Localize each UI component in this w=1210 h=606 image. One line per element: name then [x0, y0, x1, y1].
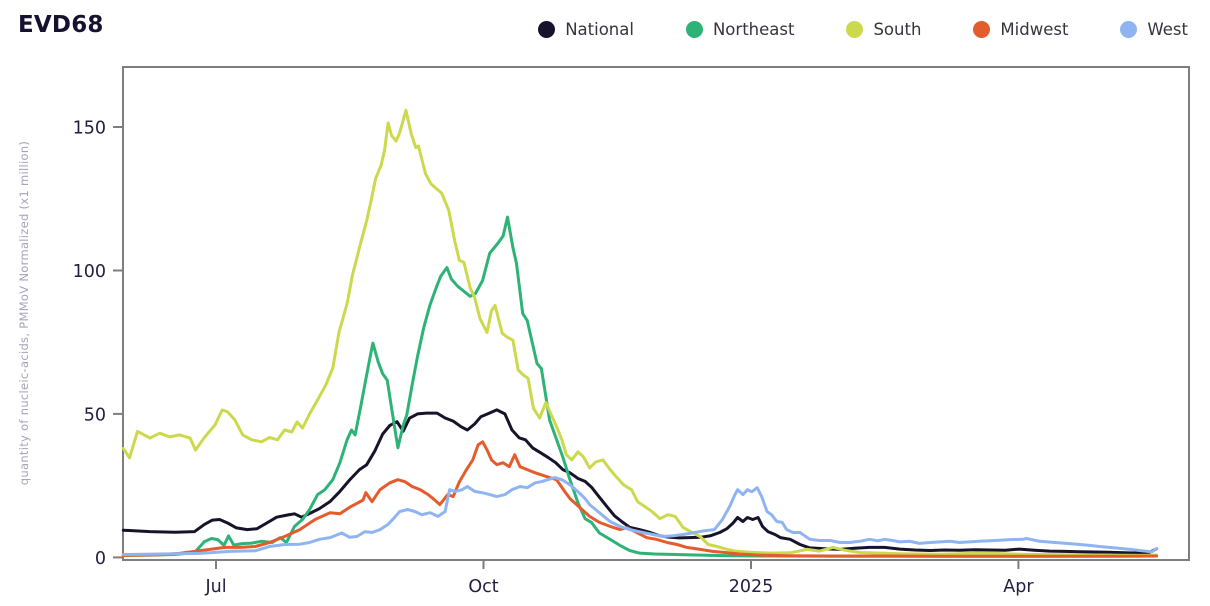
page-title: EVD68	[18, 12, 104, 38]
y-tick-label: 0	[95, 549, 106, 569]
series-line-west	[121, 476, 1159, 556]
series-line-northeast	[121, 215, 1159, 558]
legend-label: National	[565, 20, 634, 39]
series-line-south	[121, 108, 1159, 557]
legend-dot-south	[846, 21, 864, 38]
legend-item-midwest[interactable]: Midwest	[973, 20, 1068, 39]
series-line-national	[121, 408, 1159, 555]
y-tick-label: 50	[84, 405, 106, 425]
plot-border	[122, 66, 1190, 561]
legend-label: Northeast	[712, 20, 795, 39]
legend-dot-northeast	[685, 21, 703, 38]
x-tick-label: Apr	[1003, 577, 1034, 597]
legend-item-national[interactable]: National	[538, 20, 634, 39]
legend-dot-national	[538, 21, 556, 38]
legend-label: West	[1147, 20, 1188, 39]
legend-item-west[interactable]: West	[1120, 20, 1188, 39]
chart-header: EVD68 National Northeast South Midwest West	[0, 0, 1210, 58]
series-line-midwest	[121, 440, 1159, 558]
y-tick-label: 100	[73, 262, 106, 282]
y-axis-title: quantity of nucleic-acids, PMMoV Normali…	[17, 141, 31, 485]
x-tick-label: Jul	[204, 577, 226, 597]
legend-item-northeast[interactable]: Northeast	[685, 20, 795, 39]
legend-label: Midwest	[1000, 20, 1069, 39]
legend-dot-midwest	[973, 21, 991, 38]
chart-legend: National Northeast South Midwest West	[538, 20, 1188, 39]
legend-label: South	[873, 20, 922, 39]
y-tick-label: 150	[73, 119, 106, 139]
legend-dot-west	[1120, 21, 1138, 38]
x-tick-label: Oct	[468, 577, 498, 597]
legend-item-south[interactable]: South	[846, 20, 921, 39]
x-tick-label: 2025	[729, 577, 774, 597]
